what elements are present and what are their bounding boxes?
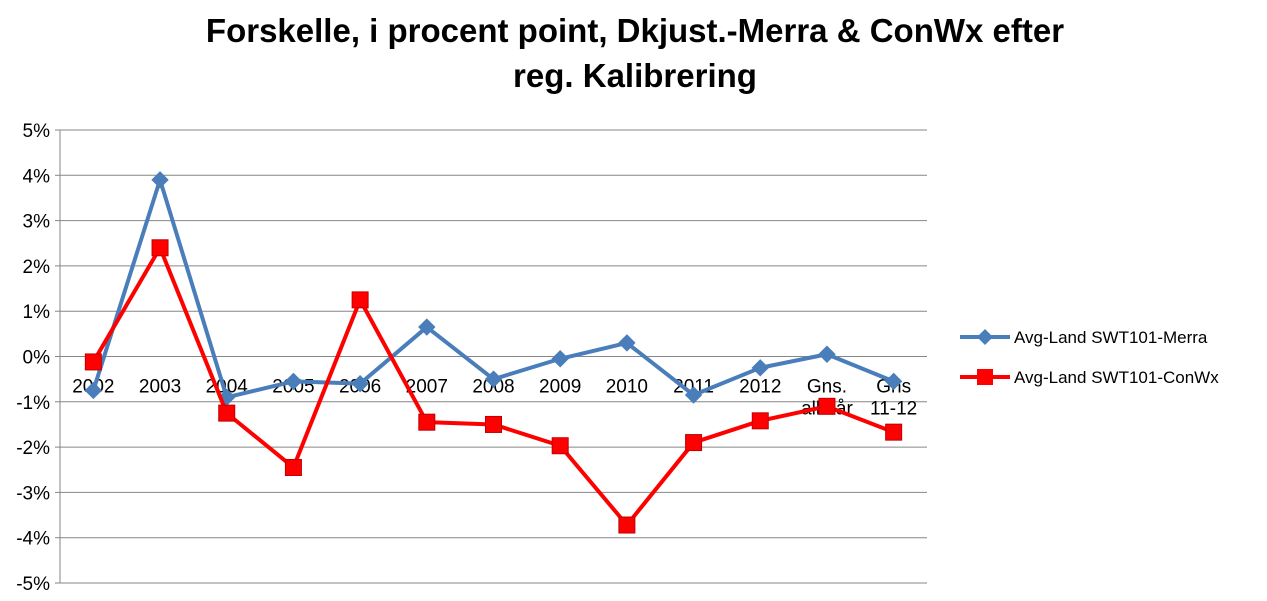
y-tick-label: -2% [16, 438, 50, 459]
data-point-series-1 [618, 334, 636, 352]
data-point-series-2 [84, 353, 102, 371]
data-point-series-2 [418, 413, 436, 431]
data-point-series-2 [818, 397, 836, 415]
data-point-series-1 [551, 350, 569, 368]
data-point-series-1 [884, 372, 903, 391]
data-point-series-1 [151, 171, 169, 189]
chart-title-line-1: Forskelle, i procent point, Dkjust.-Merr… [205, 12, 1065, 49]
data-point-series-1 [818, 345, 836, 363]
legend-label-1: Avg-Land SWT101-Merra [1014, 328, 1208, 347]
x-tick-label: 2010 [606, 377, 648, 398]
series [84, 171, 903, 534]
data-point-series-1 [351, 374, 369, 393]
y-tick-label: 2% [23, 257, 51, 278]
data-point-series-2 [485, 415, 502, 433]
y-tick-label: 4% [23, 166, 51, 187]
data-point-series-2 [885, 423, 903, 441]
data-point-series-1 [418, 318, 436, 336]
y-tick-labels: 5% 4% 3% 2% 1% 0% -1% -2% -3% -4% -5% [16, 121, 50, 595]
y-tick-label: 0% [23, 348, 51, 369]
y-tick-label: -1% [16, 393, 50, 414]
data-point-series-1 [751, 359, 769, 377]
data-point-series-1 [684, 386, 703, 404]
data-point-series-1 [284, 372, 303, 391]
legend: Avg-Land SWT101-Merra Avg-Land SWT101-Con… [960, 328, 1219, 387]
y-tick-label: -5% [16, 574, 50, 595]
data-point-series-2 [751, 412, 769, 430]
data-point-series-2 [618, 516, 636, 534]
data-point-series-2 [284, 458, 302, 476]
legend-label-2: Avg-Land SWT101-ConWx [1014, 368, 1219, 387]
x-tick-label: 2003 [139, 377, 181, 398]
x-tick-label: 2007 [406, 377, 448, 398]
data-point-series-1 [84, 381, 103, 400]
y-tick-label: 5% [23, 121, 51, 142]
chart-title-line-2: reg. Kalibrering [513, 57, 757, 94]
data-point-series-2 [351, 291, 369, 309]
y-tick-label: -3% [16, 483, 50, 504]
gridlines [60, 129, 927, 584]
y-tick-label: 3% [23, 212, 51, 233]
data-point-series-2 [685, 434, 703, 452]
legend-marker-2 [977, 369, 993, 385]
legend-marker-1 [977, 329, 993, 345]
y-tick-label: 1% [23, 302, 51, 323]
axes [55, 129, 61, 584]
series-line-1 [91, 177, 895, 400]
data-point-series-1 [484, 370, 503, 388]
data-point-series-2 [218, 404, 236, 422]
y-tick-label: -4% [16, 529, 50, 550]
chart-title: Forskelle, i procent point, Dkjust.-Merr… [80, 8, 1190, 98]
data-point-series-2 [151, 239, 169, 257]
x-tick-label: 2009 [539, 377, 581, 398]
x-tick-labels: 2002200320042005200620072008200920102011… [72, 377, 917, 420]
x-tick-label: 2012 [739, 377, 781, 398]
data-point-series-2 [551, 437, 569, 455]
